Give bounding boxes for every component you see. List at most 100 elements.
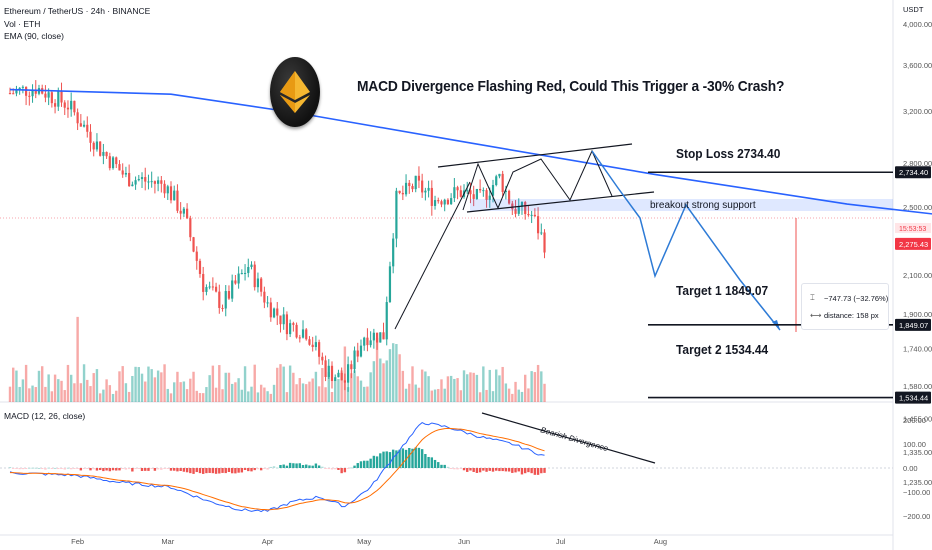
price-tag-bg (895, 166, 931, 179)
candle (433, 200, 437, 206)
headline-title: MACD Divergence Flashing Red, Could This… (357, 78, 785, 95)
candle (66, 107, 70, 110)
macd-hist-bar (504, 468, 508, 472)
candle (18, 87, 21, 90)
candle (495, 176, 498, 186)
macd-hist-bar (443, 464, 446, 468)
macd-hist-bar (263, 468, 266, 469)
volume-bar (314, 371, 318, 402)
macd-hist-bar (424, 454, 427, 468)
macd-hist-bar (314, 463, 318, 468)
macd-hist-bar (37, 467, 41, 469)
vertical-range-icon: ⌶ (810, 293, 815, 302)
y-tick-label: 2,100.00 (903, 271, 932, 280)
macd-hist-bar (57, 468, 60, 470)
volume-bar (185, 389, 189, 402)
macd-hist-bar (276, 467, 279, 469)
candle (86, 124, 89, 132)
macd-hist-bar (411, 448, 414, 468)
macd-hist-bar (253, 468, 256, 471)
candle (424, 190, 427, 193)
macd-hist-bar (279, 464, 282, 468)
macd-hist-bar (124, 468, 128, 470)
macd-hist-bar (282, 464, 285, 468)
volume-bar (527, 388, 530, 402)
candle (70, 100, 73, 110)
macd-hist-bar (543, 468, 546, 473)
candle (192, 237, 195, 252)
candle (173, 190, 176, 201)
macd-hist-bar (41, 468, 44, 469)
macd-hist-bar (115, 468, 118, 471)
macd-hist-bar (144, 468, 147, 471)
support-label: breakout strong support (650, 200, 756, 211)
candle (50, 92, 53, 104)
volume-bar (269, 393, 273, 402)
macd-hist-bar (305, 464, 308, 468)
volume-bar (163, 364, 166, 402)
volume-bar (417, 387, 421, 402)
candle (543, 232, 546, 253)
volume-bar (408, 383, 411, 402)
volume-bar (317, 386, 321, 402)
candle (211, 286, 214, 288)
macd-hist-bar (420, 449, 424, 468)
macd-hist-bar (92, 468, 95, 470)
candle (208, 286, 211, 288)
volume-bar (285, 392, 289, 402)
macd-hist-bar (440, 464, 443, 468)
macd-hist-bar (53, 467, 57, 469)
volume-bar (66, 364, 70, 402)
volume-bar (327, 372, 330, 402)
candle (131, 184, 134, 187)
volume-bar (343, 346, 347, 402)
candle (411, 186, 414, 190)
candle (334, 377, 337, 382)
volume-bar (124, 383, 128, 402)
volume-bar (121, 366, 124, 402)
candle (395, 190, 398, 239)
macd-hist-bar (169, 468, 173, 471)
candle (508, 190, 511, 204)
macd-hist-bar (15, 468, 18, 469)
macd-hist-bar (462, 468, 466, 471)
macd-hist-bar (166, 468, 169, 469)
macd-hist-bar (363, 460, 366, 468)
price-tag: 1,534.44 (899, 394, 928, 403)
candle (224, 291, 227, 309)
volume-bar (211, 365, 215, 402)
macd-hist-bar (524, 468, 527, 474)
candle (408, 182, 411, 187)
volume-bar (295, 384, 298, 402)
macd-hist-bar (478, 468, 482, 473)
macd-hist-bar (334, 468, 337, 470)
macd-hist-bar (218, 468, 221, 474)
volume-bar (375, 337, 379, 402)
candle (63, 102, 66, 108)
candle (430, 187, 433, 206)
volume-bar (420, 369, 424, 402)
volume-bar (536, 364, 540, 402)
volume-bar (511, 393, 514, 402)
volume-bar (340, 370, 343, 402)
macd-hist-bar (343, 468, 347, 473)
candle (198, 260, 202, 274)
macd-hist-bar (179, 468, 182, 471)
macd-hist-bar (50, 468, 54, 469)
candle (311, 344, 314, 348)
macd-hist-bar (131, 468, 134, 472)
volume-bar (456, 378, 459, 402)
candle (140, 177, 144, 180)
macd-hist-bar (459, 468, 462, 469)
price-tag-bg (895, 237, 931, 250)
candle (240, 273, 243, 275)
macd-hist-bar (288, 462, 292, 468)
candle (260, 278, 263, 292)
volume-bar (131, 375, 134, 402)
candle (73, 100, 76, 113)
macd-histogram (8, 447, 546, 475)
candle (282, 314, 285, 325)
volume-bar (449, 375, 453, 402)
x-tick-label: Aug (654, 537, 667, 546)
